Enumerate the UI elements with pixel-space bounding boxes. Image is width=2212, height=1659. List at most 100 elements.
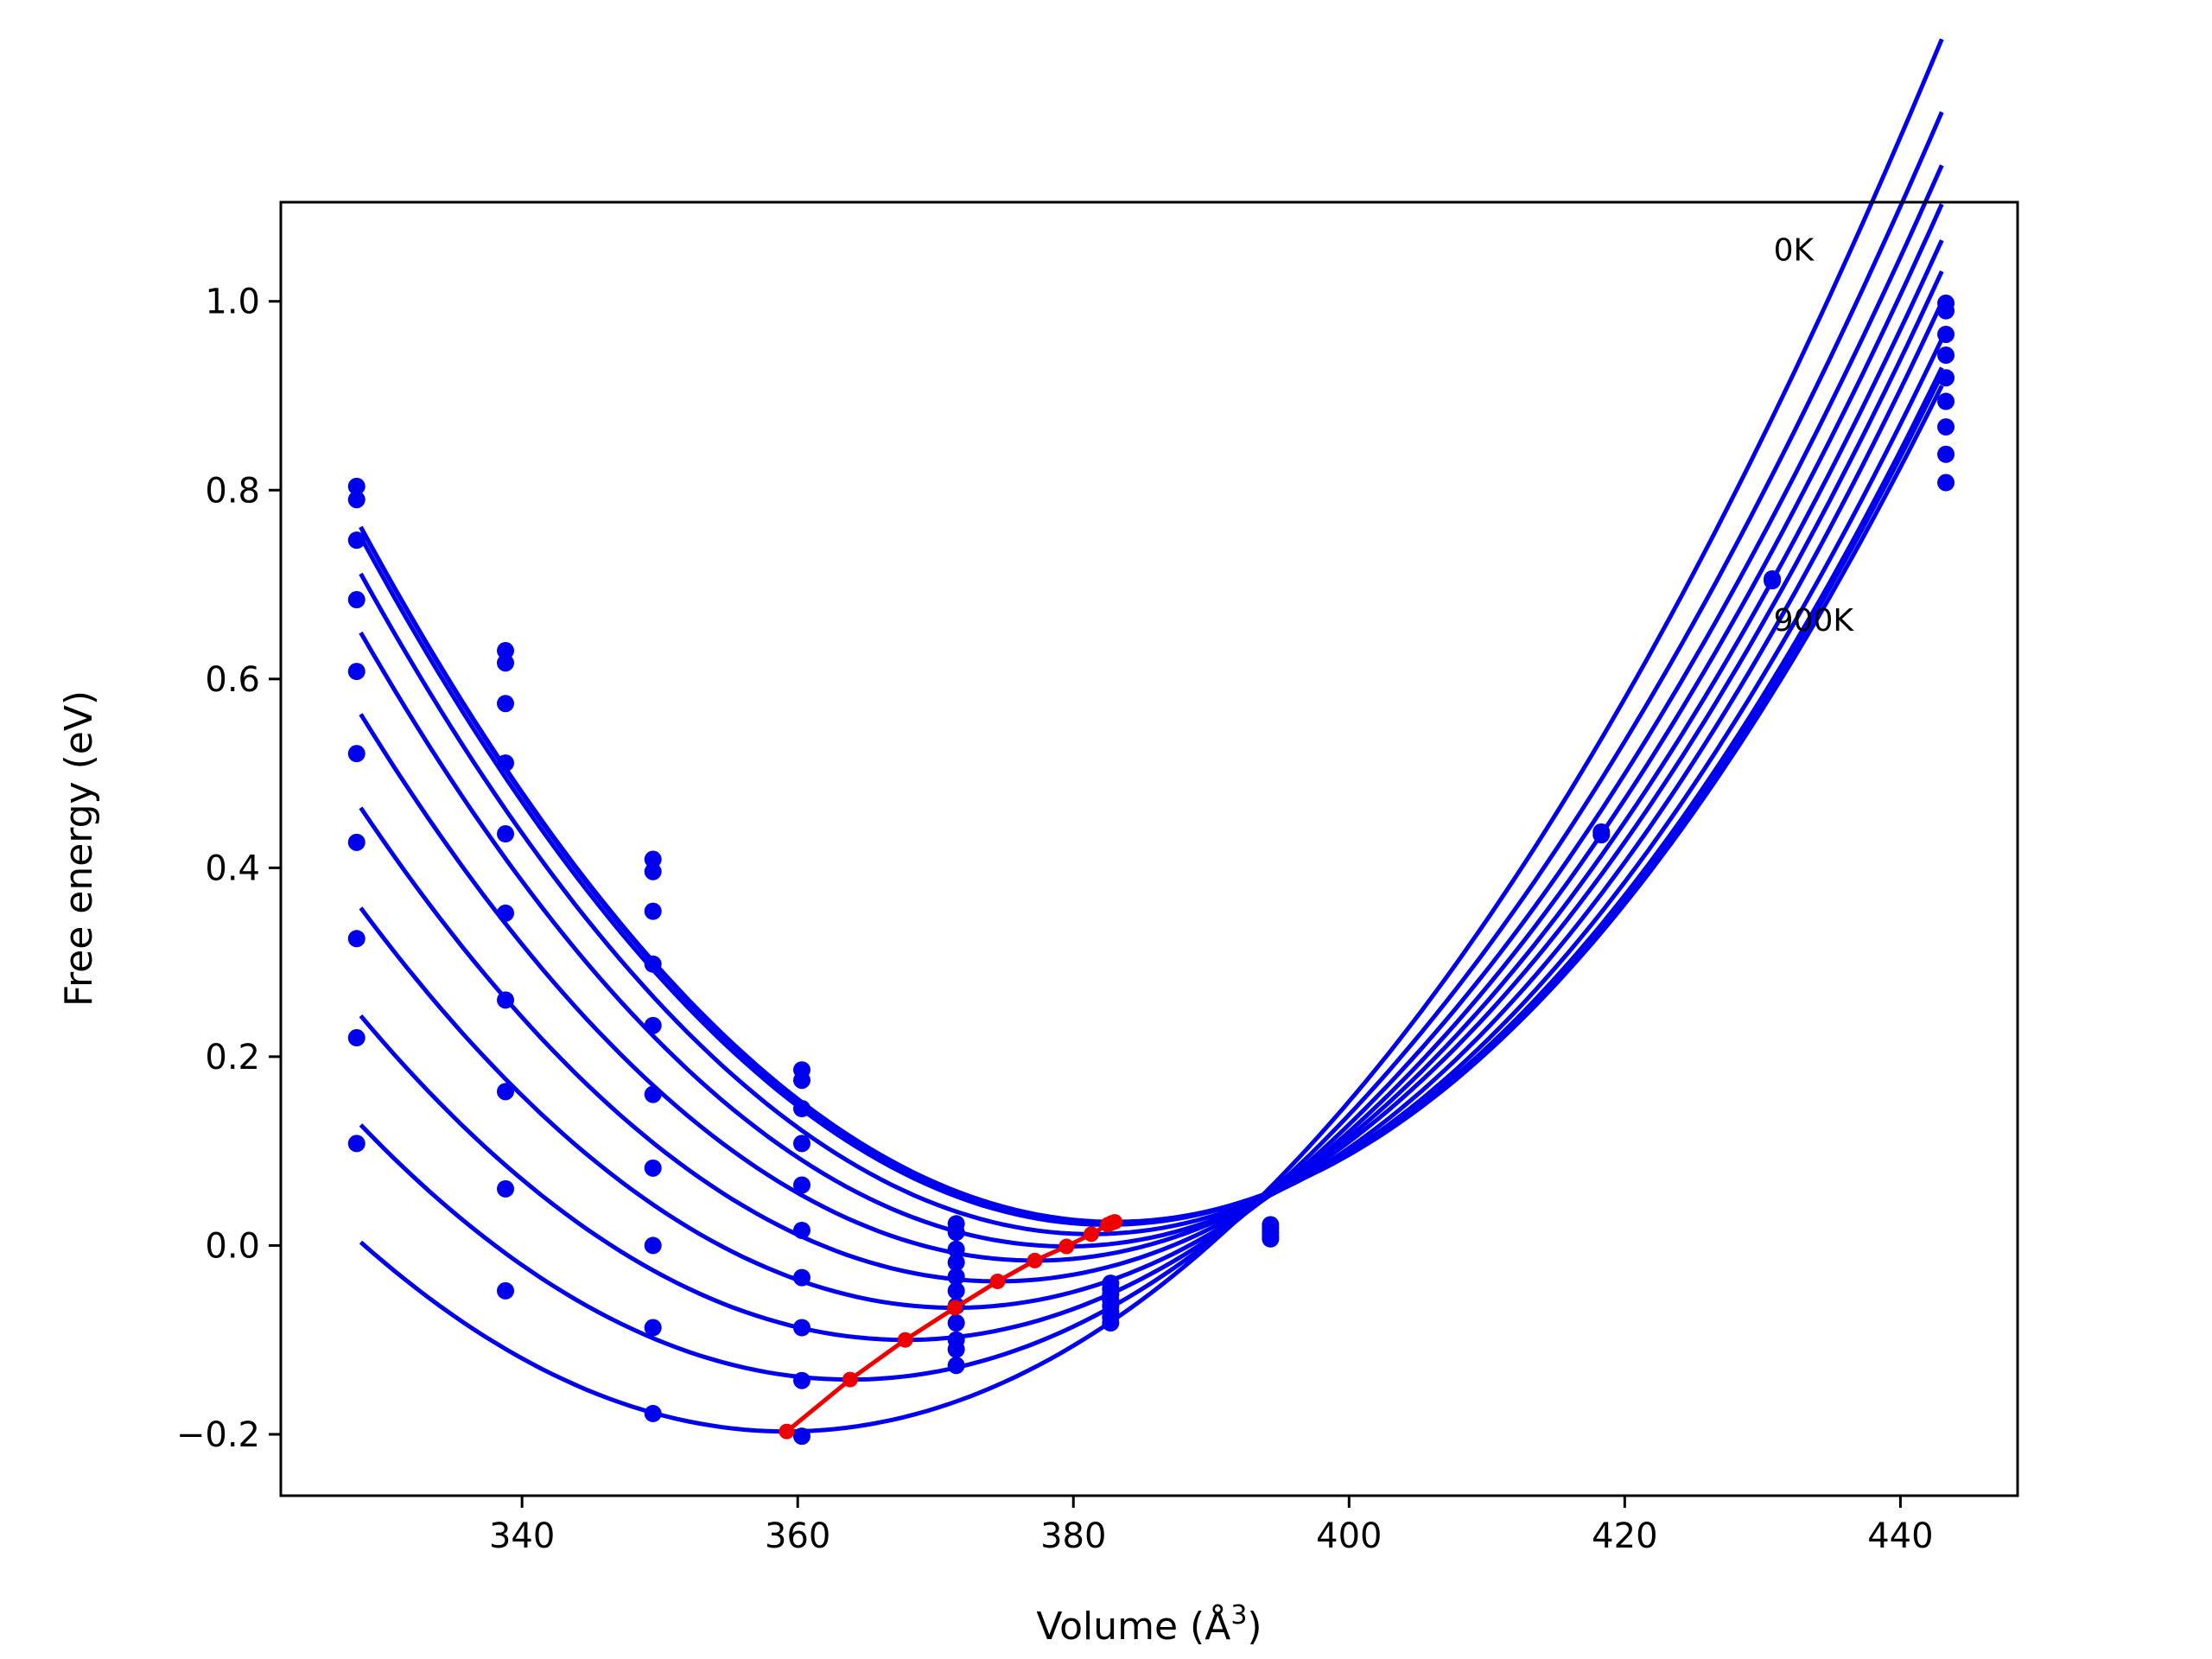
data-point-44 [947,1268,965,1286]
data-point-24 [644,1016,662,1034]
data-point-17 [497,1083,515,1101]
data-point-1 [347,491,365,509]
data-point-65 [1592,826,1611,844]
fit-curve-7 [359,203,1944,1310]
data-point-22 [644,902,662,920]
data-point-0 [347,477,365,495]
data-point-37 [793,1319,810,1337]
fit-curve-3 [359,338,1944,1236]
data-point-20 [644,850,662,868]
data-point-67 [1764,572,1782,590]
curve-annotations: 0K 900K [1774,233,1855,639]
x-tick-label-340: 340 [489,1516,555,1556]
data-point-14 [497,825,515,843]
data-point-72 [1937,369,1955,387]
x-tick-label-360: 360 [765,1516,830,1556]
data-point-25 [644,1085,662,1103]
data-point-70 [1937,325,1955,343]
data-point-33 [793,1135,810,1153]
data-point-47 [947,1314,965,1332]
data-point-27 [644,1236,662,1255]
y-axis-ticks: −0.2 0.0 0.2 0.4 0.6 0.8 1.0 [176,283,281,1455]
data-point-4 [347,663,365,681]
y-tick-label: 0.0 [205,1226,260,1266]
y-axis-title: Free energy (eV) [57,690,101,1007]
data-point-3 [347,591,365,609]
data-point-23 [644,955,662,973]
data-point-13 [497,754,515,772]
data-point-39 [793,1427,810,1446]
data-point-7 [347,930,365,948]
data-point-32 [793,1099,810,1117]
x-axis-title-end: ) [1247,1605,1262,1649]
minimum-point-6 [989,1273,1006,1289]
x-tick-label-400: 400 [1316,1516,1382,1556]
data-point-8 [347,1029,365,1047]
data-point-6 [347,833,365,851]
y-tick-label: 0.2 [205,1038,260,1077]
plot-area-frame [279,200,2019,1497]
data-point-31 [793,1071,810,1090]
y-tick-label: 0.6 [205,660,260,700]
x-axis-title-superscript: 3 [1230,1600,1247,1630]
data-points [347,294,1955,1446]
x-axis-ticks: 340 360 380 400 420 440 [489,1496,1934,1556]
x-axis-title: Volume (Å3) [1036,1600,1262,1649]
data-point-75 [1937,445,1955,463]
minimum-point-10 [779,1423,795,1440]
y-tick-label: −0.2 [176,1415,260,1455]
data-point-5 [347,745,365,763]
data-point-9 [347,1135,365,1153]
fit-curve-8 [359,164,1944,1343]
annotation-900k: 900K [1774,603,1855,639]
annotation-0k: 0K [1774,233,1815,269]
data-point-11 [497,654,515,672]
minimum-point-5 [1027,1252,1043,1268]
data-point-58 [1102,1314,1120,1332]
data-point-76 [1937,474,1955,492]
minima-series [779,1214,1123,1440]
minimum-point-9 [842,1371,858,1388]
data-point-42 [947,1240,965,1258]
data-point-45 [947,1281,965,1300]
x-axis-title-main: Volume (Å [1036,1603,1230,1649]
fit-curve-5 [359,270,1944,1263]
fit-curve-4 [359,301,1944,1249]
data-point-2 [347,531,365,550]
data-point-49 [947,1340,965,1358]
fit-curve-2 [359,366,1944,1227]
y-tick-label: 1.0 [205,283,260,322]
data-point-41 [947,1224,965,1242]
data-point-15 [497,904,515,922]
minimum-point-2 [1100,1217,1116,1233]
x-tick-label-420: 420 [1592,1516,1657,1556]
minimum-point-8 [897,1332,913,1348]
data-point-16 [497,991,515,1009]
data-point-63 [1262,1230,1280,1248]
data-point-19 [497,1281,515,1300]
data-point-74 [1937,418,1955,436]
data-point-71 [1937,346,1955,365]
data-point-26 [644,1159,662,1177]
fit-curve-6 [359,239,1944,1284]
minimum-point-7 [947,1300,963,1316]
data-point-50 [947,1357,965,1375]
fit-curve-9 [359,111,1944,1382]
fit-curve-10 [359,38,1944,1434]
data-point-43 [947,1254,965,1272]
minimum-point-3 [1084,1226,1099,1243]
data-point-29 [644,1404,662,1422]
data-point-73 [1937,392,1955,410]
minimum-point-4 [1058,1238,1075,1255]
data-point-18 [497,1179,515,1198]
x-tick-label-380: 380 [1040,1516,1106,1556]
data-point-69 [1937,302,1955,320]
data-point-28 [644,1319,662,1337]
data-point-34 [793,1176,810,1194]
data-point-12 [497,695,515,713]
data-point-21 [644,862,662,880]
y-tick-label: 0.4 [205,849,260,888]
x-tick-label-440: 440 [1867,1516,1933,1556]
